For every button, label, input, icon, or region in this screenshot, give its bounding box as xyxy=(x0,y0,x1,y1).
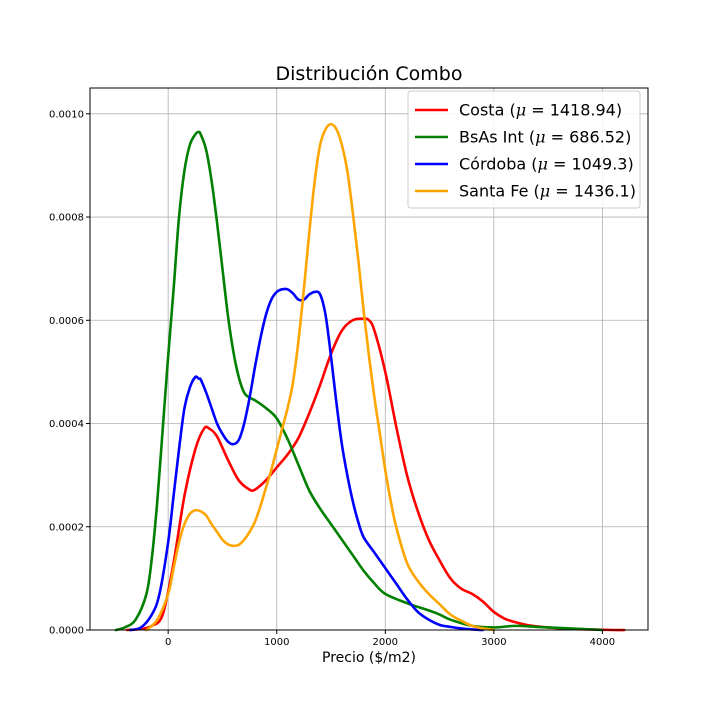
series-line-santa-fe xyxy=(145,122,496,632)
legend-label-mu: μ xyxy=(540,182,550,201)
series-line-bsas-int xyxy=(114,130,604,632)
legend-label-suffix: = 1418.94) xyxy=(526,101,622,120)
chart-title: Distribución Combo xyxy=(276,63,463,85)
legend-label-suffix: = 686.52) xyxy=(546,128,632,147)
legend-label-prefix: BsAs Int ( xyxy=(459,128,535,147)
y-tick-label: 0.0002 xyxy=(49,522,84,533)
legend-label-prefix: Córdoba ( xyxy=(459,155,538,174)
y-axis: 0.0000 0.0002 0.0004 0.0006 0.0008 0.0010 xyxy=(49,109,90,637)
legend-label-santa-fe: Santa Fe (μ = 1436.1) xyxy=(459,182,636,201)
series-layer xyxy=(114,122,626,632)
series-line-cordoba xyxy=(128,287,485,632)
y-tick-label: 0.0004 xyxy=(49,419,84,430)
legend-label-costa: Costa (μ = 1418.94) xyxy=(459,101,622,120)
legend-label-bsas-int: BsAs Int (μ = 686.52) xyxy=(459,128,631,147)
legend-label-suffix: = 1049.3) xyxy=(548,155,634,174)
x-tick-label: 3000 xyxy=(481,637,506,648)
legend-label-mu: μ xyxy=(538,155,548,174)
legend-label-mu: μ xyxy=(535,128,545,147)
legend-label-suffix: = 1436.1) xyxy=(550,182,636,201)
x-tick-label: 0 xyxy=(165,637,171,648)
legend-label-prefix: Costa ( xyxy=(459,101,516,120)
series-line-costa xyxy=(125,317,626,632)
legend-label-mu: μ xyxy=(516,101,526,120)
legend-label-cordoba: Córdoba (μ = 1049.3) xyxy=(459,155,634,174)
y-tick-label: 0.0006 xyxy=(49,316,84,327)
legend-box xyxy=(407,90,641,209)
y-tick-label: 0.0008 xyxy=(49,213,84,224)
legend: Costa (μ = 1418.94)BsAs Int (μ = 686.52)… xyxy=(407,90,641,209)
x-axis-label: Precio ($/m2) xyxy=(322,650,416,666)
x-tick-label: 4000 xyxy=(590,637,615,648)
x-axis: 0 1000 2000 3000 4000 xyxy=(165,630,615,648)
y-tick-label: 0.0010 xyxy=(49,109,84,120)
y-tick-label: 0.0000 xyxy=(49,626,84,637)
axes-frame xyxy=(89,87,649,631)
x-tick-label: 1000 xyxy=(264,637,289,648)
legend-label-prefix: Santa Fe ( xyxy=(459,182,540,201)
x-tick-label: 2000 xyxy=(373,637,398,648)
